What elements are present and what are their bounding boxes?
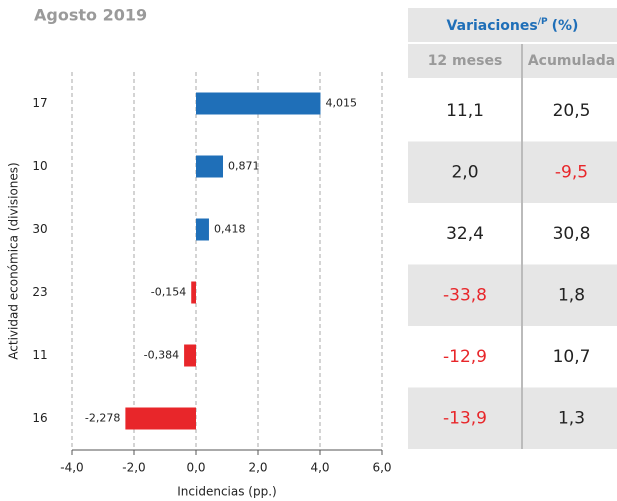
y-tick-label: 16	[32, 411, 47, 425]
table-row-bg	[408, 141, 617, 203]
table-cell: 11,1	[446, 101, 484, 121]
table-cell: -13,9	[443, 408, 487, 428]
value-label: 0,871	[228, 160, 260, 173]
table-title-sup: /P	[538, 17, 548, 27]
chart-title: Agosto 2019	[34, 6, 147, 25]
value-label: 0,418	[214, 223, 246, 236]
table-columns-bg	[408, 44, 617, 78]
bar	[184, 344, 196, 367]
table-row-bg	[408, 387, 617, 449]
x-tick-label: -4,0	[60, 461, 83, 475]
table-cell: 20,5	[553, 101, 591, 121]
table-cell: 30,8	[553, 224, 591, 244]
table-title-unit: (%)	[552, 18, 579, 34]
table-cell: 32,4	[446, 224, 484, 244]
table-header-bg	[408, 8, 617, 42]
value-label: -0,154	[151, 286, 186, 299]
column-header: 12 meses	[428, 53, 503, 69]
y-tick-label: 10	[32, 159, 47, 173]
value-label: 4,015	[325, 97, 357, 110]
y-tick-label: 17	[32, 96, 47, 110]
table-cell: -12,9	[443, 347, 487, 367]
table-row-bg	[408, 264, 617, 326]
x-tick-label: 2,0	[248, 461, 267, 475]
table-cell: -33,8	[443, 285, 487, 305]
table-cell: 10,7	[553, 347, 591, 367]
x-axis-label: Incidencias (pp.)	[177, 485, 276, 499]
table-cell: 1,8	[558, 285, 585, 305]
table-cell: 2,0	[451, 162, 478, 182]
x-tick-label: -2,0	[122, 461, 145, 475]
bar	[196, 155, 224, 178]
x-tick-label: 0,0	[186, 461, 205, 475]
bar	[196, 218, 209, 241]
table-title: Variaciones/P (%)	[447, 17, 579, 35]
table-cell: 1,3	[558, 408, 585, 428]
x-tick-label: 4,0	[310, 461, 329, 475]
y-tick-label: 11	[32, 348, 47, 362]
bar	[196, 92, 321, 115]
y-tick-label: 30	[32, 222, 47, 236]
column-header: Acumulada	[528, 53, 615, 69]
value-label: -0,384	[144, 349, 179, 362]
value-label: -2,278	[85, 412, 120, 425]
x-tick-label: 6,0	[372, 461, 391, 475]
table-title-main: Variaciones	[447, 18, 538, 34]
bar	[191, 281, 196, 304]
bar	[125, 407, 196, 430]
table-cell: -9,5	[555, 162, 588, 182]
y-axis-label: Actividad económica (divisiones)	[7, 162, 21, 359]
y-tick-label: 23	[32, 285, 47, 299]
